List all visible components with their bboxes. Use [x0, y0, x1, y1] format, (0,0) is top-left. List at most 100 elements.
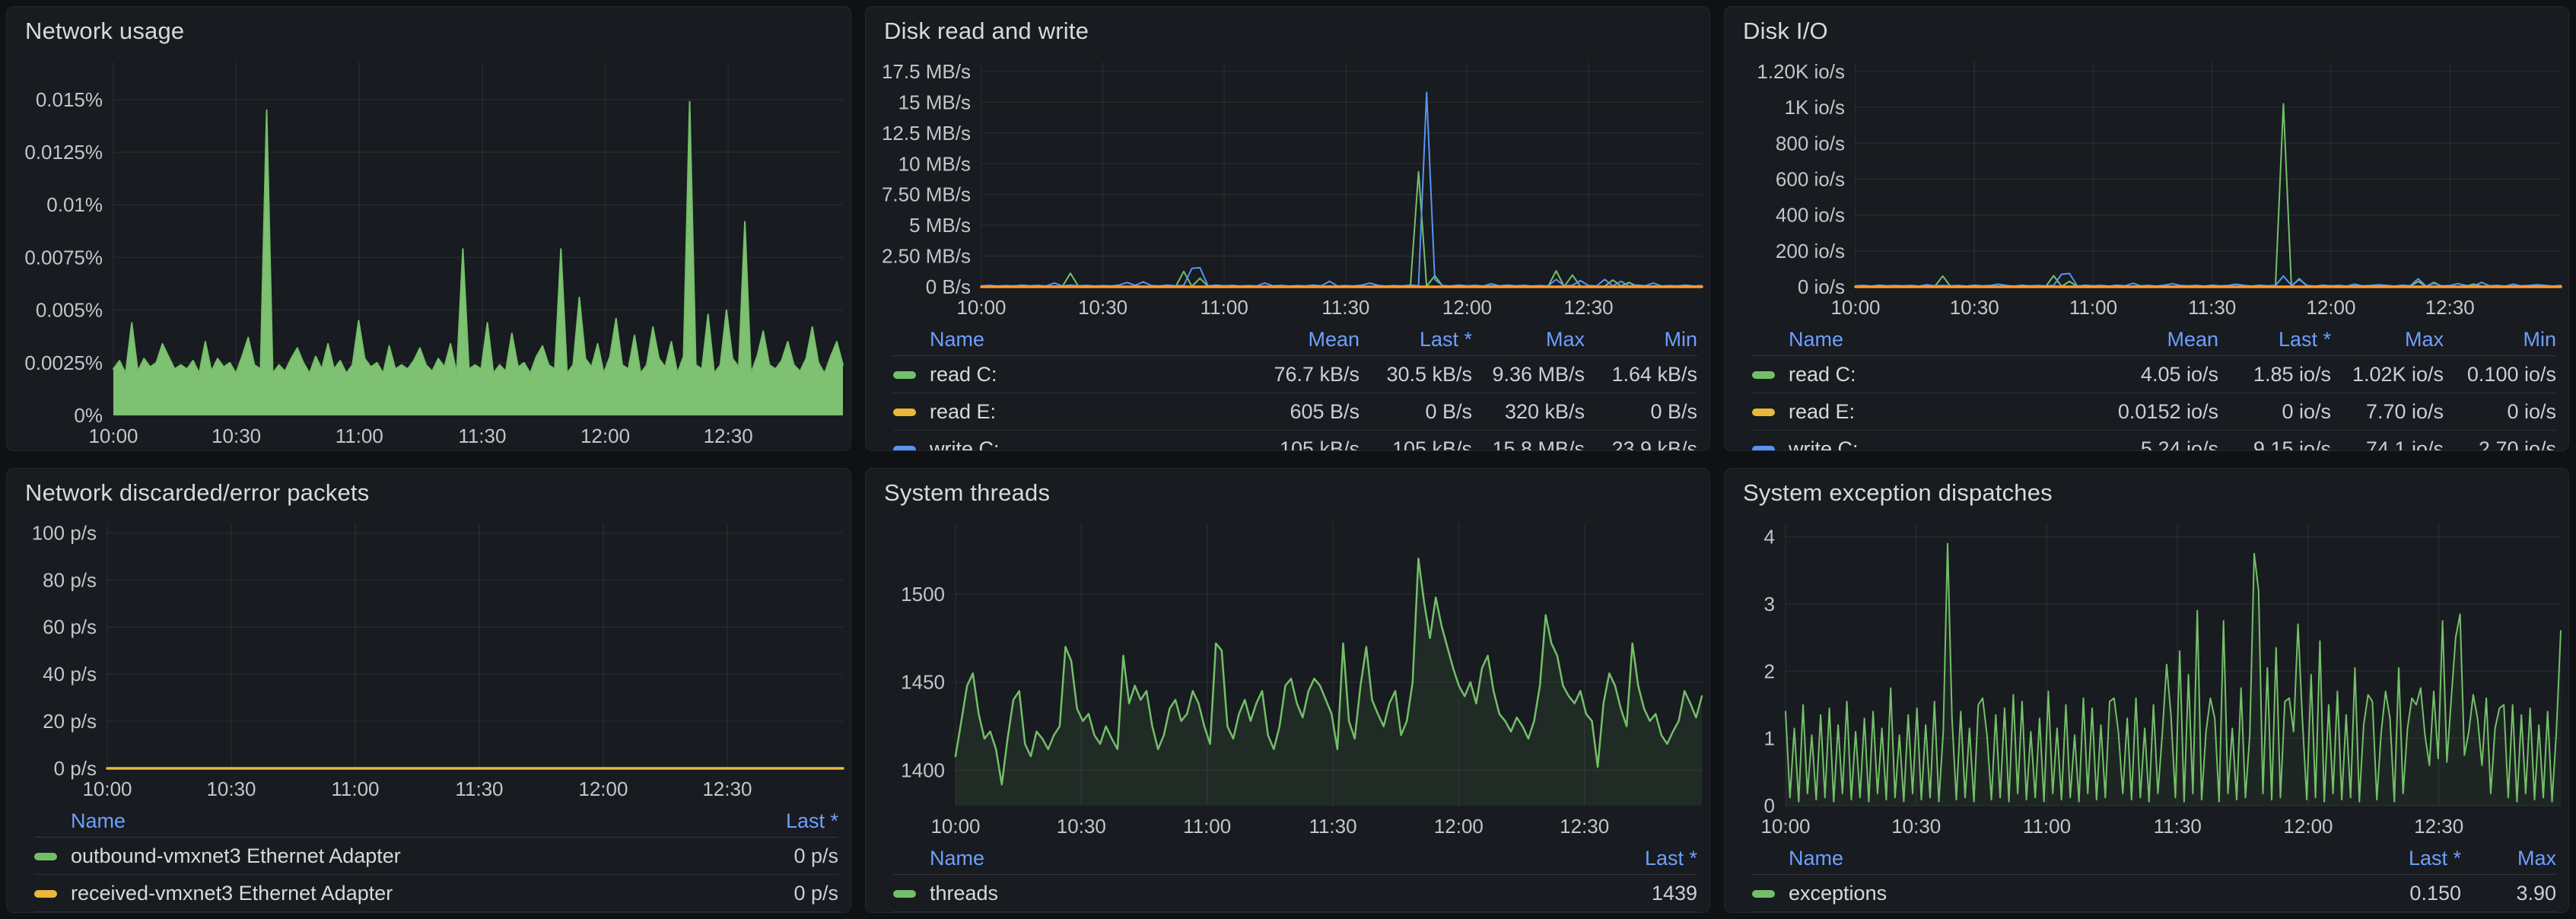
legend-stat-value: 15.8 MB/s: [1492, 437, 1585, 451]
y-axis-tick-label: 800 io/s: [1776, 132, 1845, 154]
x-axis-tick-label: 12:30: [2425, 296, 2475, 319]
panel-network-usage: Network usage 0% 0.0025% 0.005% 0.0075% 0.01…: [6, 6, 851, 451]
legend-row-read-c-[interactable]: read C: 4.05 io/s 1.85 io/s 1.02K io/s 0.100…: [1752, 356, 2556, 393]
legend-series-name[interactable]: outbound-vmxnet3 Ethernet Adapter: [71, 844, 401, 867]
panel-system-exception-dispatches: System exception dispatches 0 1 2 3 4 10:00 10…: [1724, 468, 2569, 913]
time-series-plot[interactable]: 0 p/s 20 p/s 40 p/s 60 p/s 80 p/s 100 p/s 10:0…: [7, 513, 851, 803]
legend-row-write-c-[interactable]: write C: 5.24 io/s 9.15 io/s 74.1 io/s 2.70 …: [1752, 431, 2556, 451]
panel-system-threads: System threads 1400 1450 1500 10:00 10:30 11:…: [865, 468, 1710, 913]
legend-stat-value: 3.90: [2516, 881, 2556, 905]
legend-table: Name Last * threads 1439: [866, 841, 1709, 912]
series-color-swatch: [893, 446, 916, 450]
y-axis-tick-label: 5 MB/s: [909, 214, 971, 237]
chart-area: 0% 0.0025% 0.005% 0.0075% 0.01% 0.0125% 0.015%…: [7, 51, 851, 450]
legend-header-mean[interactable]: Mean: [2167, 327, 2218, 351]
legend-header-last-[interactable]: Last *: [2408, 846, 2461, 870]
legend-header-name[interactable]: Name: [1789, 846, 1844, 870]
legend-header-row: Name Last *: [34, 805, 838, 838]
legend-row-threads[interactable]: threads 1439: [893, 875, 1697, 912]
legend-row-read-c-[interactable]: read C: 76.7 kB/s 30.5 kB/s 9.36 MB/s 1.64 k…: [893, 356, 1697, 393]
legend-header-last-[interactable]: Last *: [1419, 327, 1472, 351]
legend-table: Name Mean Last * Max Min read C: 4.05 io/s 1.85…: [1725, 322, 2568, 451]
legend-row-write-c-[interactable]: write C: 105 kB/s 105 kB/s 15.8 MB/s 23.9 kB…: [893, 431, 1697, 451]
panel-title[interactable]: System exception dispatches: [1743, 479, 2053, 506]
legend-stat-value: 74.1 io/s: [2365, 437, 2444, 451]
time-series-plot[interactable]: 1400 1450 1500 10:00 10:30 11:00 11:30 12:00 12:…: [866, 513, 1709, 841]
panel-title[interactable]: Disk read and write: [884, 17, 1089, 44]
legend-stat-value: 0.150: [2409, 881, 2461, 905]
legend-header-last-[interactable]: Last *: [785, 809, 838, 832]
legend-series-name[interactable]: read E:: [930, 399, 997, 423]
legend-header-last-[interactable]: Last *: [2278, 327, 2331, 351]
x-axis-tick-label: 10:30: [211, 425, 261, 447]
y-axis-tick-label: 10 MB/s: [898, 152, 971, 175]
chart-area: 0 io/s 200 io/s 400 io/s 600 io/s 800 io/s 1K…: [1725, 51, 2568, 322]
legend-header-name[interactable]: Name: [71, 809, 126, 832]
legend-series-name[interactable]: exceptions: [1789, 881, 1887, 905]
y-axis-tick-label: 4: [1764, 526, 1775, 549]
x-axis-tick-label: 10:00: [1830, 296, 1880, 319]
legend-row-read-e-[interactable]: read E: 605 B/s 0 B/s 320 kB/s 0 B/s: [893, 393, 1697, 431]
y-axis-tick-label: 1K io/s: [1785, 96, 1846, 119]
legend-series-name[interactable]: read C:: [1789, 362, 1856, 386]
panel-title[interactable]: System threads: [884, 479, 1051, 506]
legend-row-received-vmxnet3-ethernet-adapter[interactable]: received-vmxnet3 Ethernet Adapter 0 p/s: [34, 875, 838, 912]
legend-header-name[interactable]: Name: [930, 846, 985, 870]
time-series-plot[interactable]: 0% 0.0025% 0.005% 0.0075% 0.01% 0.0125% 0.015%…: [7, 51, 851, 450]
y-axis-tick-label: 0 io/s: [1798, 275, 1845, 298]
legend-stat-value: 0.0152 io/s: [2117, 399, 2218, 423]
y-axis-tick-label: 80 p/s: [43, 568, 97, 591]
x-axis-tick-label: 12:00: [2283, 815, 2333, 838]
legend-series-name[interactable]: read C:: [930, 362, 997, 386]
legend-header-name[interactable]: Name: [930, 327, 985, 351]
series-color-swatch: [893, 890, 916, 898]
legend-header-max[interactable]: Max: [2517, 846, 2556, 870]
legend-stat-value: 1.64 kB/s: [1611, 362, 1697, 386]
time-series-plot[interactable]: 0 B/s 2.50 MB/s 5 MB/s 7.50 MB/s 10 MB/s 12.5…: [866, 51, 1709, 322]
legend-stat-value: 5.24 io/s: [2140, 437, 2218, 451]
legend-header-mean[interactable]: Mean: [1308, 327, 1360, 351]
legend-series-name[interactable]: received-vmxnet3 Ethernet Adapter: [71, 881, 393, 905]
legend-header-max[interactable]: Max: [2404, 327, 2444, 351]
x-axis-tick-label: 10:00: [82, 777, 132, 800]
legend-table: Name Last * outbound-vmxnet3 Ethernet Adap…: [7, 803, 851, 912]
time-series-plot[interactable]: 0 io/s 200 io/s 400 io/s 600 io/s 800 io/s 1K…: [1725, 51, 2568, 322]
x-axis-tick-label: 10:00: [930, 815, 980, 838]
panel-title[interactable]: Network usage: [25, 17, 185, 44]
panel-title[interactable]: Disk I/O: [1743, 17, 1828, 44]
panel-title[interactable]: Network discarded/error packets: [25, 479, 370, 506]
legend-table: Name Mean Last * Max Min read C: 76.7 kB/s 30.5…: [866, 322, 1709, 451]
chart-area: 0 p/s 20 p/s 40 p/s 60 p/s 80 p/s 100 p/s 10:0…: [7, 513, 851, 803]
legend-series-name[interactable]: write C:: [930, 437, 1000, 451]
legend-series-name[interactable]: write C:: [1789, 437, 1859, 451]
series-area-network-usage: [113, 101, 843, 415]
legend-row-outbound-vmxnet3-ethernet-adapter[interactable]: outbound-vmxnet3 Ethernet Adapter 0 p/s: [34, 838, 838, 875]
time-series-plot[interactable]: 0 1 2 3 4 10:00 10:30 11:00 11:30 12:00 12:30: [1725, 513, 2568, 841]
x-axis-tick-label: 10:30: [206, 777, 256, 800]
x-axis-tick-label: 12:30: [702, 777, 752, 800]
series-line-threads: [954, 558, 1703, 786]
legend-stat-value: 7.70 io/s: [2365, 399, 2444, 423]
legend-series-name[interactable]: read E:: [1789, 399, 1856, 423]
x-axis-tick-label: 11:00: [336, 425, 383, 447]
legend-stat-value: 9.36 MB/s: [1492, 362, 1585, 386]
series-line-read-c-: [1855, 103, 2562, 288]
x-axis-tick-label: 10:00: [1760, 815, 1810, 838]
y-axis-tick-label: 1500: [901, 583, 945, 606]
x-axis-tick-label: 11:30: [2188, 296, 2236, 319]
legend-series-name[interactable]: threads: [930, 881, 999, 905]
legend-header-min[interactable]: Min: [1664, 327, 1697, 351]
legend-header-last-[interactable]: Last *: [1644, 846, 1697, 870]
legend-row-read-e-[interactable]: read E: 0.0152 io/s 0 io/s 7.70 io/s 0 io/s: [1752, 393, 2556, 431]
chart-area: 0 B/s 2.50 MB/s 5 MB/s 7.50 MB/s 10 MB/s 12.5…: [866, 51, 1709, 322]
series-line-read-c-: [981, 170, 1703, 288]
legend-header-row: Name Last * Max: [1752, 842, 2556, 875]
legend-row-exceptions[interactable]: exceptions 0.150 3.90: [1752, 875, 2556, 912]
legend-header-max[interactable]: Max: [1545, 327, 1585, 351]
x-axis-tick-label: 12:30: [1560, 815, 1609, 838]
series-color-swatch: [34, 853, 57, 860]
series-color-swatch: [1752, 446, 1775, 450]
legend-header-name[interactable]: Name: [1789, 327, 1844, 351]
series-line-write-c-: [1855, 272, 2562, 288]
legend-header-min[interactable]: Min: [2523, 327, 2556, 351]
